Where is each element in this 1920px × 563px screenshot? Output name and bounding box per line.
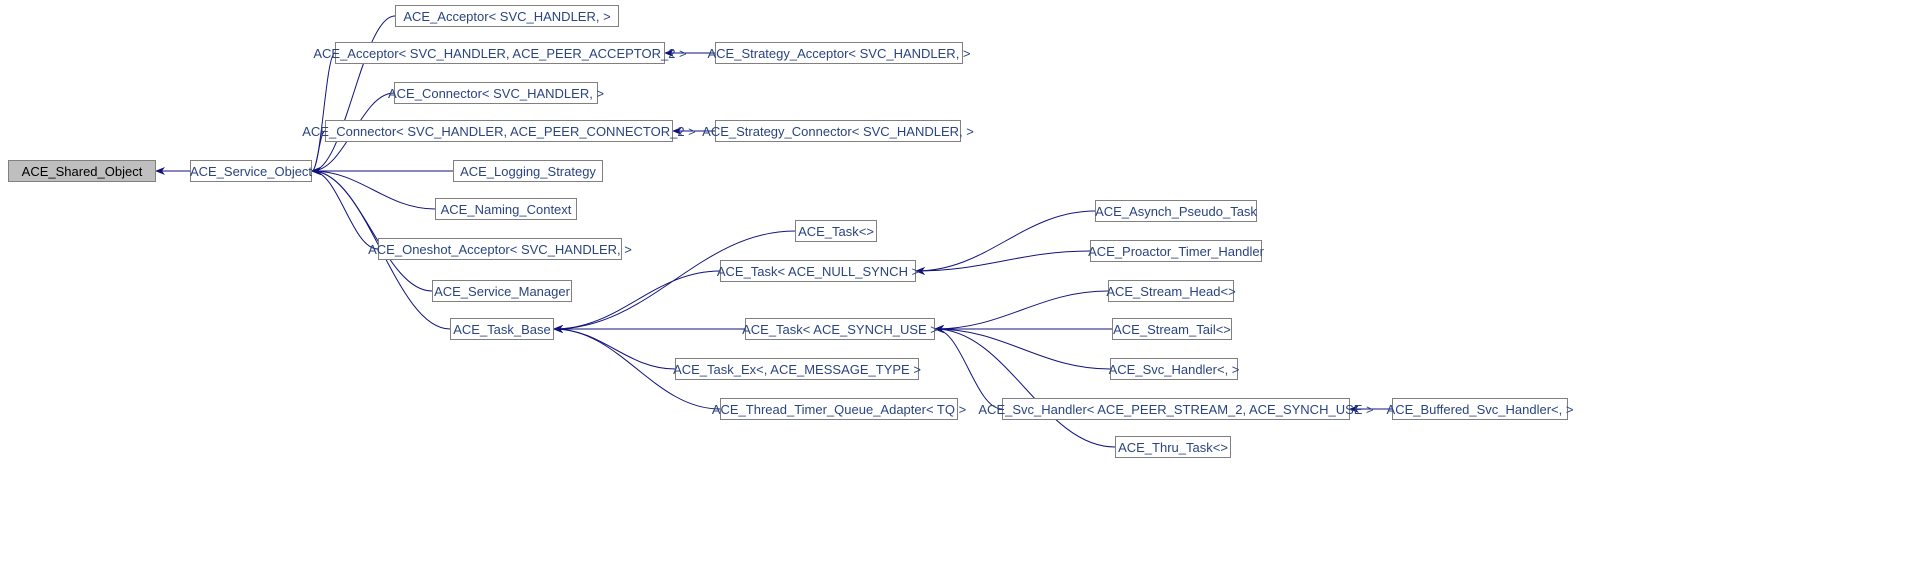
edge-svc_handler2-task_synch: [935, 329, 1002, 409]
edge-asynch-task_null: [916, 211, 1095, 271]
node-svc_manager[interactable]: ACE_Service_Manager: [432, 280, 572, 302]
node-task_base[interactable]: ACE_Task_Base: [450, 318, 554, 340]
node-logging[interactable]: ACE_Logging_Strategy: [453, 160, 603, 182]
node-acceptor2[interactable]: ACE_Acceptor< SVC_HANDLER, ACE_PEER_ACCE…: [335, 42, 665, 64]
node-ttq_adapter[interactable]: ACE_Thread_Timer_Queue_Adapter< TQ >: [720, 398, 958, 420]
node-task_synch[interactable]: ACE_Task< ACE_SYNCH_USE >: [745, 318, 935, 340]
edge-thru_task-task_synch: [935, 329, 1115, 447]
node-thru_task[interactable]: ACE_Thru_Task<>: [1115, 436, 1231, 458]
node-connector2[interactable]: ACE_Connector< SVC_HANDLER, ACE_PEER_CON…: [325, 120, 673, 142]
node-shared_object[interactable]: ACE_Shared_Object: [8, 160, 156, 182]
node-proactor[interactable]: ACE_Proactor_Timer_Handler: [1090, 240, 1262, 262]
node-service_object[interactable]: ACE_Service_Object: [190, 160, 312, 182]
edge-acceptor1-service_object: [312, 16, 395, 171]
node-strat_connector[interactable]: ACE_Strategy_Connector< SVC_HANDLER, >: [715, 120, 961, 142]
node-connector1[interactable]: ACE_Connector< SVC_HANDLER, >: [394, 82, 598, 104]
edge-oneshot-service_object: [312, 171, 378, 249]
node-acceptor1[interactable]: ACE_Acceptor< SVC_HANDLER, >: [395, 5, 619, 27]
node-stream_head[interactable]: ACE_Stream_Head<>: [1108, 280, 1234, 302]
edge-stream_head-task_synch: [935, 291, 1108, 329]
node-buffered[interactable]: ACE_Buffered_Svc_Handler<, >: [1392, 398, 1568, 420]
node-stream_tail[interactable]: ACE_Stream_Tail<>: [1112, 318, 1232, 340]
node-task_null[interactable]: ACE_Task< ACE_NULL_SYNCH >: [720, 260, 916, 282]
node-svc_handler2[interactable]: ACE_Svc_Handler< ACE_PEER_STREAM_2, ACE_…: [1002, 398, 1350, 420]
node-strat_acceptor[interactable]: ACE_Strategy_Acceptor< SVC_HANDLER, >: [715, 42, 963, 64]
edges-svg: [0, 0, 1920, 563]
node-task_empty[interactable]: ACE_Task<>: [795, 220, 877, 242]
node-asynch[interactable]: ACE_Asynch_Pseudo_Task: [1095, 200, 1257, 222]
node-task_ex[interactable]: ACE_Task_Ex<, ACE_MESSAGE_TYPE >: [675, 358, 919, 380]
node-naming[interactable]: ACE_Naming_Context: [435, 198, 577, 220]
node-oneshot[interactable]: ACE_Oneshot_Acceptor< SVC_HANDLER, >: [378, 238, 622, 260]
edge-task_ex-task_base: [554, 329, 675, 369]
node-svc_handler1[interactable]: ACE_Svc_Handler<, >: [1110, 358, 1238, 380]
edge-task_null-task_base: [554, 271, 720, 329]
